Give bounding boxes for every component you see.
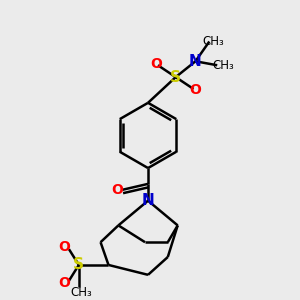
Text: S: S — [170, 70, 181, 85]
Text: CH₃: CH₃ — [70, 286, 92, 299]
Text: S: S — [73, 257, 84, 272]
Text: O: O — [111, 183, 123, 197]
Text: N: N — [142, 193, 154, 208]
Text: CH₃: CH₃ — [212, 59, 234, 72]
Text: O: O — [58, 276, 70, 290]
Text: N: N — [189, 54, 202, 69]
Text: O: O — [58, 240, 70, 254]
Text: O: O — [190, 83, 201, 97]
Text: O: O — [150, 57, 162, 71]
Text: CH₃: CH₃ — [202, 35, 224, 48]
